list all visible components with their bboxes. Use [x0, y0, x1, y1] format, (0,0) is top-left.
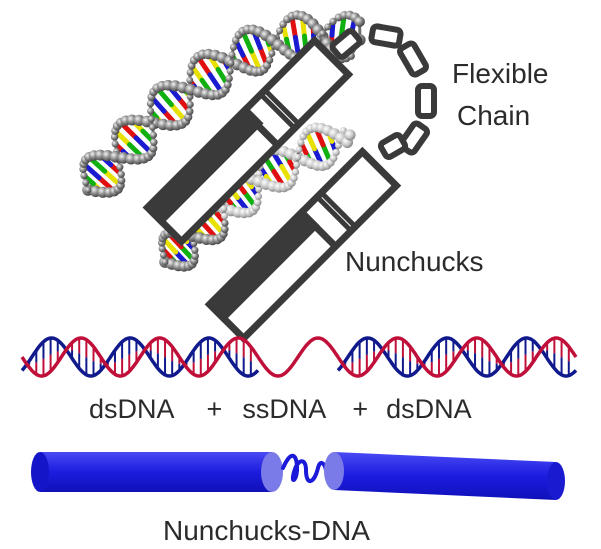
backbone-atom	[225, 74, 233, 83]
segment-left-label: dsDNA	[89, 394, 175, 424]
backbone-atom	[117, 176, 126, 185]
backbone-atom	[295, 146, 303, 154]
backbone-atom	[117, 170, 125, 178]
nunchucks-label: Nunchucks	[345, 246, 484, 277]
backbone-atom	[329, 17, 337, 26]
backbone-atom	[186, 100, 194, 109]
plus-sign-1: +	[206, 394, 223, 424]
backbone-atom	[294, 153, 302, 161]
flexible-chain-label-line2: Chain	[457, 100, 531, 131]
backbone-atom	[111, 140, 119, 148]
backbone-atom	[82, 179, 90, 187]
backbone-atom	[158, 244, 166, 253]
ssdna-linker	[281, 453, 328, 483]
backbone-atom	[149, 123, 156, 131]
backbone-atom	[185, 107, 194, 116]
segment-middle-label: ssDNA	[242, 394, 327, 424]
backbone-atom	[80, 171, 88, 180]
backbone-atom	[220, 205, 228, 212]
backbone-atom	[84, 186, 92, 194]
backbone-atom	[255, 185, 263, 193]
backbone-atom	[147, 107, 155, 115]
rod-left	[31, 452, 283, 492]
backbone-atom	[291, 168, 300, 176]
backbone-atom	[116, 163, 124, 171]
backbone-atom	[265, 56, 274, 64]
backbone-atom	[227, 59, 235, 67]
backbone-atom	[268, 49, 276, 57]
backbone-atom	[191, 246, 199, 254]
backbone-atom	[254, 192, 263, 200]
backbone-atom	[220, 225, 229, 234]
backbone-atom	[289, 174, 298, 182]
nunchucks-dna-title: Nunchucks-DNA	[163, 515, 370, 546]
backbone-atom	[148, 115, 155, 123]
backbone-atom	[161, 258, 169, 266]
backbone-atom	[223, 80, 232, 89]
backbone-atom	[221, 219, 229, 227]
backbone-atom	[226, 67, 234, 75]
nunchucks-drawing	[142, 23, 437, 344]
backbone-atom	[255, 170, 263, 178]
backbone-atom	[191, 252, 199, 260]
plus-sign-2: +	[352, 394, 369, 424]
backbone-atom	[297, 138, 305, 147]
flexible-chain	[329, 23, 437, 160]
backbone-atom	[146, 99, 155, 108]
backbone-atom	[354, 16, 365, 27]
backbone-atom	[149, 144, 158, 153]
backbone-atom	[186, 68, 194, 77]
backbone-atom	[110, 133, 119, 141]
backbone-atom	[229, 43, 238, 51]
ss-strand	[256, 336, 340, 378]
segment-right-label: dsDNA	[386, 394, 472, 424]
backbone-atom	[221, 212, 229, 220]
dna-segments-strip	[20, 336, 578, 378]
backbone-atom	[324, 23, 332, 31]
flexible-chain-label-line1: Flexible	[452, 58, 549, 89]
rod-right	[324, 452, 565, 500]
backbone-atom	[159, 251, 167, 259]
ds-strand-blue	[20, 336, 260, 378]
backbone-atom	[186, 76, 194, 84]
backbone-atom	[228, 51, 236, 59]
nunchucks-dna-rod-model	[31, 452, 565, 500]
backbone-atom	[253, 198, 262, 207]
backbone-atom	[344, 129, 356, 141]
ds-strand-red	[20, 336, 260, 378]
backbone-atom	[150, 138, 158, 147]
backbone-atom	[332, 148, 340, 156]
nunchuck-stick-upper	[142, 35, 354, 247]
ds-strand-blue	[336, 336, 578, 378]
backbone-atom	[319, 29, 327, 37]
ds-strand-red	[336, 336, 578, 378]
backbone-atom	[293, 161, 301, 169]
segment-composition-label: dsDNA + ssDNA + dsDNA	[89, 396, 472, 423]
nunchuck-stick-lower	[204, 146, 402, 344]
backbone-atom	[276, 27, 284, 35]
backbone-atom	[149, 131, 157, 139]
backbone-atom	[329, 154, 338, 163]
